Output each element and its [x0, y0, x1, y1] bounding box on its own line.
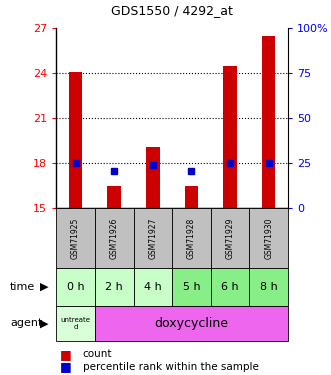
Bar — [223, 66, 237, 208]
Text: percentile rank within the sample: percentile rank within the sample — [83, 362, 259, 372]
Bar — [172, 208, 211, 268]
Bar — [146, 147, 160, 208]
Bar — [172, 268, 211, 306]
Text: 6 h: 6 h — [221, 282, 239, 292]
Text: 2 h: 2 h — [105, 282, 123, 292]
Text: GSM71927: GSM71927 — [148, 217, 157, 259]
Text: doxycycline: doxycycline — [155, 317, 228, 330]
Bar — [262, 36, 275, 208]
Bar — [249, 268, 288, 306]
Text: time: time — [10, 282, 35, 292]
Bar — [133, 268, 172, 306]
Text: count: count — [83, 350, 112, 359]
Text: 0 h: 0 h — [67, 282, 84, 292]
Text: GSM71930: GSM71930 — [264, 217, 273, 259]
Text: GSM71929: GSM71929 — [225, 217, 235, 259]
Bar — [249, 208, 288, 268]
Bar — [56, 268, 95, 306]
Text: GSM71928: GSM71928 — [187, 217, 196, 259]
Text: GSM71926: GSM71926 — [110, 217, 119, 259]
Text: ▶: ▶ — [40, 282, 48, 292]
Text: ▶: ▶ — [40, 318, 48, 328]
Bar — [108, 186, 121, 208]
Text: 4 h: 4 h — [144, 282, 162, 292]
Text: agent: agent — [10, 318, 42, 328]
Bar — [95, 268, 133, 306]
Text: GDS1550 / 4292_at: GDS1550 / 4292_at — [111, 4, 233, 17]
Bar — [211, 268, 249, 306]
Bar — [185, 186, 198, 208]
Text: ■: ■ — [60, 348, 71, 361]
Bar — [95, 306, 288, 341]
Bar — [133, 208, 172, 268]
Text: 5 h: 5 h — [183, 282, 200, 292]
Bar — [56, 306, 95, 341]
Text: 8 h: 8 h — [260, 282, 277, 292]
Text: ■: ■ — [60, 360, 71, 373]
Bar — [95, 208, 133, 268]
Bar — [211, 208, 249, 268]
Text: GSM71925: GSM71925 — [71, 217, 80, 259]
Bar — [56, 208, 95, 268]
Bar — [69, 72, 82, 208]
Text: untreate
d: untreate d — [61, 317, 91, 330]
